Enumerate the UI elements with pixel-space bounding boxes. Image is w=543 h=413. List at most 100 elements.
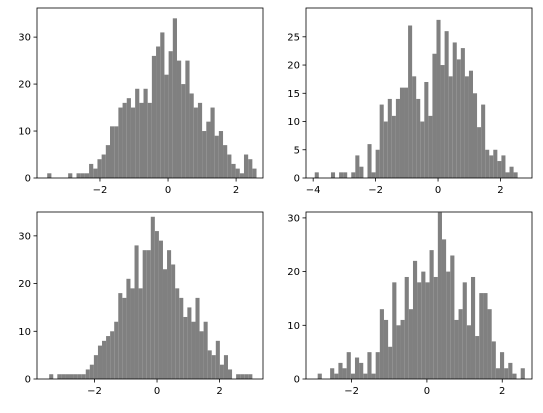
bar: [458, 309, 463, 379]
bar: [355, 155, 360, 178]
bar: [441, 239, 447, 379]
bar: [49, 374, 54, 379]
bar: [199, 331, 204, 379]
bar: [175, 288, 180, 379]
bar: [239, 173, 244, 178]
bar: [134, 245, 139, 379]
y-tick-label: 0: [294, 375, 300, 386]
bar: [193, 107, 198, 178]
y-tick-label: 25: [287, 32, 300, 43]
bar: [342, 368, 347, 379]
bar: [202, 131, 207, 178]
bar: [420, 121, 425, 178]
bar: [404, 87, 409, 178]
bar: [122, 297, 127, 379]
bar: [139, 102, 144, 178]
bar: [399, 87, 405, 178]
bar: [338, 362, 343, 379]
bar: [118, 293, 123, 379]
bar: [424, 81, 429, 178]
bar: [135, 88, 140, 178]
bar: [206, 121, 211, 178]
bar: [183, 316, 188, 379]
bar: [84, 173, 90, 178]
bar: [65, 374, 70, 379]
bar: [489, 155, 494, 178]
bar: [436, 19, 441, 178]
y-tick-label: 30: [18, 231, 31, 242]
bar: [501, 155, 506, 178]
bar: [158, 240, 163, 379]
bar: [504, 368, 509, 379]
bar: [330, 172, 336, 178]
bar: [167, 250, 172, 379]
bar: [215, 340, 220, 379]
bar: [513, 172, 518, 178]
bar: [354, 357, 360, 379]
bar: [383, 319, 389, 379]
bar: [450, 255, 455, 379]
bar: [142, 250, 147, 379]
bar: [223, 145, 228, 178]
bar: [387, 98, 392, 178]
x-tick-label: 0: [154, 386, 160, 397]
y-tick-label: 10: [287, 117, 300, 128]
bar: [227, 369, 233, 379]
bar: [195, 297, 200, 379]
bar: [187, 307, 192, 379]
bar: [160, 32, 165, 178]
bar: [211, 355, 216, 379]
bar: [468, 70, 474, 178]
bar: [499, 352, 505, 379]
bar: [487, 309, 492, 379]
bar: [343, 172, 348, 178]
bar: [77, 374, 82, 379]
y-tick-label: 5: [294, 145, 300, 156]
bar: [171, 264, 176, 379]
bar: [416, 98, 421, 178]
y-tick-label: 20: [287, 61, 300, 72]
bar: [412, 260, 418, 379]
bar: [444, 31, 449, 179]
bar: [520, 368, 525, 379]
bar: [433, 276, 438, 379]
bar: [379, 309, 384, 379]
bar: [81, 374, 86, 379]
bar: [371, 172, 376, 178]
bar: [93, 168, 98, 178]
bar: [97, 345, 103, 379]
bar: [460, 48, 465, 178]
bar: [395, 98, 400, 178]
bar: [248, 159, 253, 178]
axes-frame: [36, 211, 264, 380]
bar: [207, 350, 212, 379]
bar: [388, 346, 393, 379]
bar: [392, 282, 397, 379]
bar: [437, 212, 442, 379]
bar: [189, 93, 194, 178]
bar: [191, 321, 196, 379]
bar: [89, 163, 94, 178]
x-tick-label: −2: [93, 185, 108, 196]
y-tick-label: 30: [18, 33, 31, 44]
bar: [114, 126, 119, 178]
bar: [408, 25, 413, 179]
bar: [156, 46, 161, 178]
bar: [351, 172, 356, 178]
bar: [185, 60, 190, 179]
bar: [400, 319, 405, 379]
bar: [330, 368, 335, 379]
bar: [462, 282, 467, 379]
bar: [47, 173, 52, 178]
bar: [85, 369, 90, 379]
bar: [68, 173, 73, 178]
bar: [164, 74, 169, 178]
bar: [126, 98, 131, 178]
bar: [425, 282, 430, 379]
bar: [114, 321, 119, 379]
bar: [359, 362, 364, 379]
bar: [69, 374, 74, 379]
y-tick-label: 20: [18, 279, 31, 290]
bar: [505, 172, 510, 178]
